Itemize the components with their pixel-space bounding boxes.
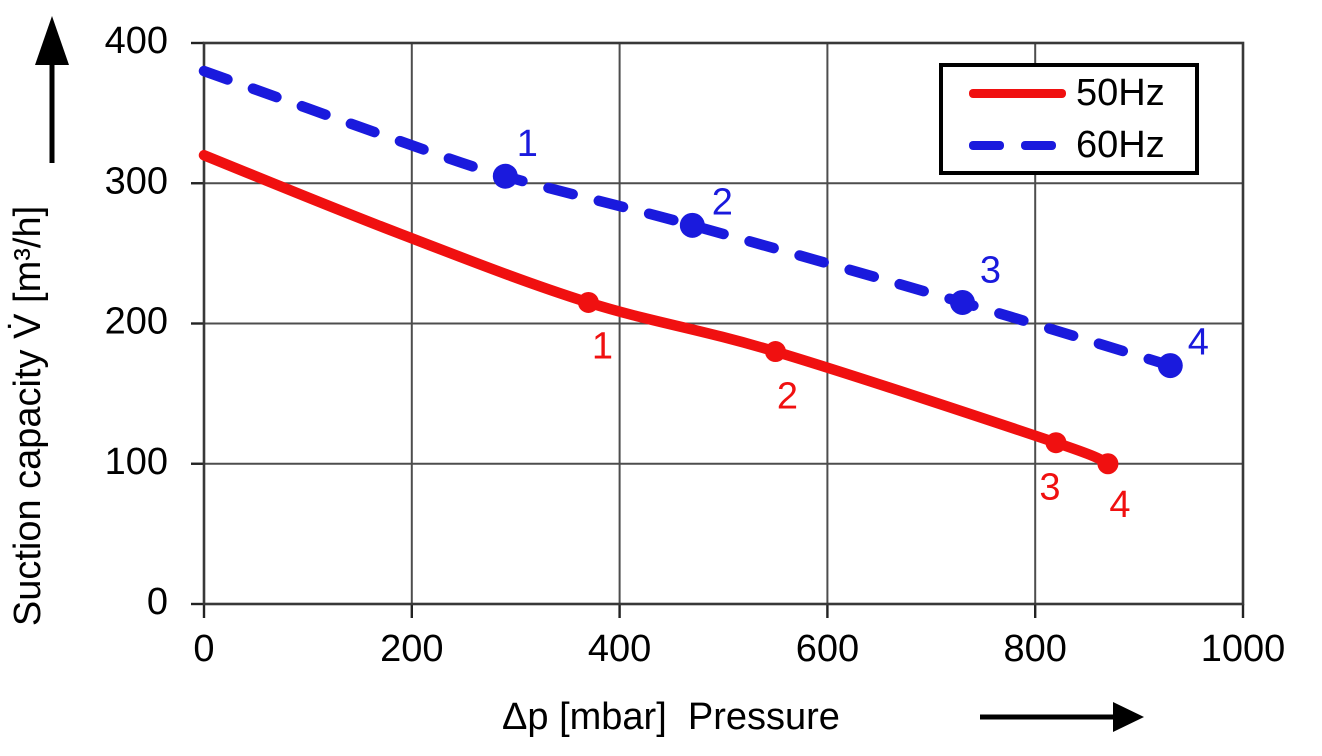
point-label-50Hz-4: 4: [1109, 484, 1130, 526]
legend-dashed-line-swatch: [969, 140, 1066, 150]
point-label-60Hz-1: 1: [517, 123, 538, 165]
legend-row-50hz: 50Hz: [943, 67, 1195, 119]
marker-60Hz-4: [1157, 353, 1183, 379]
x-tick-label-1000: 1000: [1201, 628, 1286, 670]
marker-50Hz-1: [577, 291, 599, 313]
legend-label-50hz: 50Hz: [1076, 72, 1165, 114]
x-tick-label-400: 400: [588, 628, 651, 670]
point-label-60Hz-3: 3: [980, 249, 1001, 291]
point-label-50Hz-2: 2: [777, 376, 798, 418]
x-axis-title: Δp [mbar] Pressure: [502, 696, 840, 738]
curve-60Hz: [198, 65, 1176, 371]
y-axis-title: Suction capacity V̇ [m³/h]: [7, 205, 49, 627]
marker-60Hz-1: [492, 163, 518, 189]
marker-50Hz-2: [764, 341, 786, 363]
legend-label-60hz: 60Hz: [1076, 124, 1165, 166]
marker-50Hz-4: [1097, 453, 1119, 475]
point-label-50Hz-3: 3: [1039, 467, 1060, 509]
point-label-60Hz-2: 2: [712, 181, 733, 223]
marker-60Hz-3: [949, 289, 975, 315]
marker-50Hz-3: [1045, 432, 1067, 454]
y-tick-label-200: 200: [105, 301, 168, 343]
point-label-50Hz-1: 1: [592, 325, 613, 367]
curve-50Hz: [198, 149, 1114, 470]
x-tick-label-800: 800: [1003, 628, 1066, 670]
y-tick-label-0: 0: [147, 581, 168, 623]
legend-solid-line-swatch: [969, 88, 1066, 98]
y-axis-arrow-icon: [35, 16, 69, 65]
legend-row-60hz: 60Hz: [943, 119, 1195, 171]
x-axis-arrow-icon: [1113, 702, 1144, 732]
y-tick-label-300: 300: [105, 160, 168, 202]
x-tick-label-0: 0: [193, 628, 214, 670]
y-tick-label-100: 100: [105, 441, 168, 483]
x-tick-label-200: 200: [380, 628, 443, 670]
y-tick-label-400: 400: [105, 20, 168, 62]
point-label-60Hz-4: 4: [1188, 322, 1209, 364]
plot-border: [202, 41, 1245, 606]
legend: 50Hz 60Hz: [939, 63, 1199, 175]
x-tick-label-600: 600: [796, 628, 859, 670]
marker-60Hz-2: [679, 212, 705, 238]
